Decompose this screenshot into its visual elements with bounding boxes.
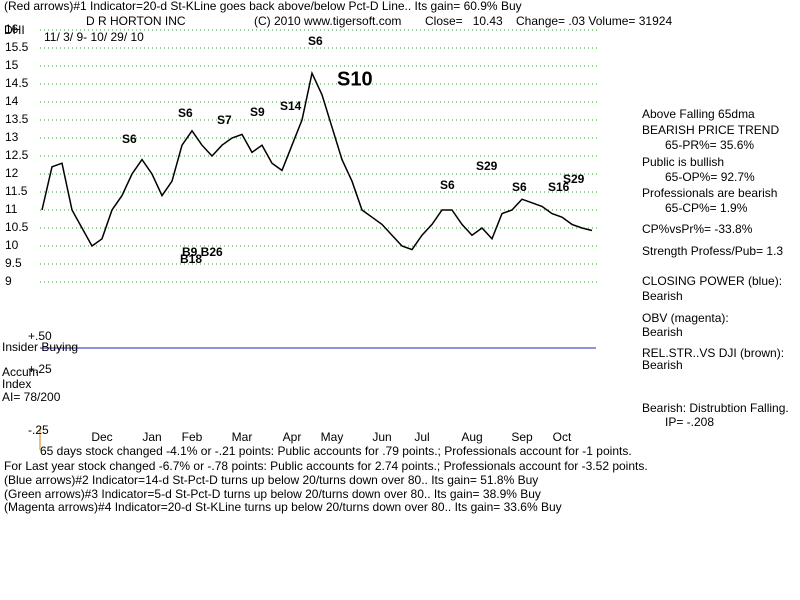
x-tick-label: May: [321, 430, 344, 444]
indicator-label: +.50: [28, 329, 52, 343]
signal-label: S29: [563, 172, 585, 186]
footer-line: (Blue arrows)#2 Indicator=14-d St-Pct-D …: [4, 473, 538, 487]
y-tick-label: 11: [5, 202, 18, 216]
x-tick-label: Oct: [553, 430, 572, 444]
y-tick-label: 9.5: [5, 256, 22, 270]
signal-label: B18: [180, 252, 202, 266]
change: Change= .03 Volume= 31924: [516, 14, 672, 28]
right-panel-text: 65-CP%= 1.9%: [665, 201, 748, 215]
y-tick-label: 15: [5, 58, 19, 72]
header: (Red arrows)#1 Indicator=20-d St-KLine g…: [4, 0, 522, 13]
y-tick-label: 10: [5, 238, 19, 252]
indicator-label: AI= 78/200: [2, 390, 61, 404]
y-tick-label: 13: [5, 130, 19, 144]
signal-label: S6: [308, 34, 323, 48]
right-panel-text: 65-PR%= 35.6%: [665, 138, 754, 152]
x-tick-label: Aug: [461, 430, 482, 444]
right-panel-text: Bearish: Distrubtion Falling.: [642, 401, 789, 415]
footer-line: 65 days stock changed -4.1% or -.21 poin…: [40, 444, 632, 458]
footer-line: (Magenta arrows)#4 Indicator=20-d St-KLi…: [4, 500, 562, 514]
y-tick-label: 14.5: [5, 76, 29, 90]
signal-label: S29: [476, 159, 498, 173]
signal-label: S6: [122, 132, 137, 146]
right-panel-text: Strength Profess/Pub= 1.3: [642, 244, 783, 258]
right-panel-text: CP%vsPr%= -33.8%: [642, 222, 753, 236]
x-tick-label: Jul: [414, 430, 429, 444]
indicator-label: Index: [2, 377, 31, 391]
y-tick-label: 16: [5, 22, 19, 36]
indicator-label: Insider Buying: [2, 340, 78, 354]
y-tick-label: 14: [5, 94, 19, 108]
right-panel-text: CLOSING POWER (blue):: [642, 274, 782, 288]
indicator-label: -.25: [28, 423, 49, 437]
right-panel-text: OBV (magenta):: [642, 311, 729, 325]
right-panel-text: 65-OP%= 92.7%: [665, 170, 755, 184]
x-tick-label: Feb: [182, 430, 203, 444]
signal-label: S16: [548, 180, 570, 194]
symbol: DHI: [4, 23, 25, 37]
signal-label: S9: [250, 105, 265, 119]
right-panel-text: Public is bullish: [642, 155, 724, 169]
date-range: 11/ 3/ 9- 10/ 29/ 10: [44, 30, 144, 44]
footer-line: For Last year stock changed -6.7% or -.7…: [4, 459, 648, 473]
x-tick-label: Jan: [142, 430, 161, 444]
y-tick-label: 10.5: [5, 220, 29, 234]
y-tick-label: 13.5: [5, 112, 29, 126]
right-panel-text: Bearish: [642, 325, 683, 339]
right-panel-text: BEARISH PRICE TREND: [642, 123, 779, 137]
right-panel-text: Professionals are bearish: [642, 186, 777, 200]
indicator-label: Accum: [2, 365, 39, 379]
y-tick-label: 11.5: [5, 184, 28, 198]
signal-label: S10: [337, 68, 373, 90]
signal-label: S14: [280, 99, 302, 113]
x-tick-label: Mar: [232, 430, 253, 444]
signal-label: S6: [178, 106, 193, 120]
x-tick-label: Jun: [372, 430, 391, 444]
x-tick-label: Apr: [283, 430, 302, 444]
right-panel-text: Bearish: [642, 358, 683, 372]
right-panel-text: IP= -.208: [665, 415, 714, 429]
y-tick-label: 15.5: [5, 40, 29, 54]
copyright: (C) 2010 www.tigersoft.com: [254, 14, 401, 28]
signal-label: S6: [440, 178, 455, 192]
right-panel-text: REL.STR..VS DJI (brown):: [642, 346, 784, 360]
footer-line: (Green arrows)#3 Indicator=5-d St-Pct-D …: [4, 487, 541, 501]
x-tick-label: Sep: [511, 430, 533, 444]
indicator-label: +.25: [28, 362, 52, 376]
right-panel-text: Bearish: [642, 289, 683, 303]
signal-label: S7: [217, 113, 232, 127]
x-tick-label: Dec: [91, 430, 112, 444]
right-panel-text: Above Falling 65dma: [642, 107, 755, 121]
price-line: [41, 70, 593, 251]
y-tick-label: 12: [5, 166, 19, 180]
signal-label: S6: [512, 180, 527, 194]
y-tick-label: 12.5: [5, 148, 29, 162]
y-tick-label: 9: [5, 274, 12, 288]
company: D R HORTON INC: [86, 14, 186, 28]
signal-label: B9 B26: [182, 245, 223, 259]
close: Close= 10.43: [425, 14, 503, 28]
